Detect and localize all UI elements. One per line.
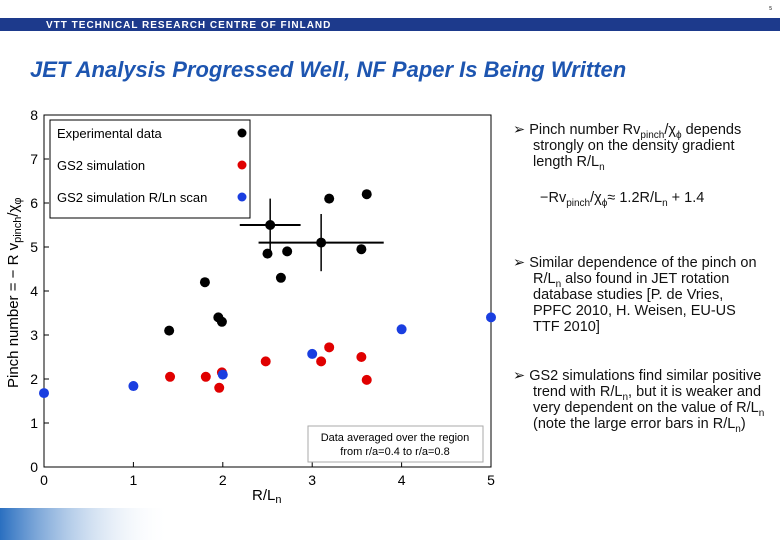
y-tick-label: 2 (30, 371, 38, 387)
data-point (164, 325, 175, 336)
text-part: + 1.4 (667, 190, 705, 206)
x-tick-label: 0 (40, 472, 48, 488)
bullet: ➢ GS2 simulations find similar positive … (513, 368, 765, 435)
text-part: also found in JET rotation database stud… (533, 271, 736, 335)
legend-marker (237, 128, 247, 138)
y-tick-label: 5 (30, 239, 38, 255)
legend-label: Experimental data (57, 126, 163, 141)
x-tick-label: 3 (308, 472, 316, 488)
data-point (307, 348, 318, 359)
data-point (260, 356, 271, 367)
subscript: n (662, 197, 668, 209)
text-part: ≈ 1.2R/L (607, 190, 663, 206)
text-part: /χ (664, 122, 676, 138)
subscript: n (622, 391, 629, 403)
data-point (396, 324, 407, 335)
subscript: φ (12, 197, 24, 204)
x-tick-label: 1 (130, 472, 138, 488)
text-part: Pinch number = − R v (5, 242, 22, 388)
data-point (216, 316, 227, 327)
text-part: depends strongly on the density gradient… (533, 122, 742, 170)
x-tick-label: 4 (398, 472, 406, 488)
x-tick-label: 5 (487, 472, 495, 488)
subscript: n (758, 407, 765, 419)
data-point (217, 369, 228, 380)
plot: 0 1 2 3 4 5 0 1 2 3 4 5 6 7 8 R/Ln Pinch number = − R vp… (5, 107, 496, 506)
subscript: pinch (12, 217, 24, 243)
subscript: ϕ (675, 129, 682, 141)
y-tick-label: 8 (30, 107, 38, 123)
annotation: Data averaged over the region (321, 432, 470, 444)
page-number: 5 (769, 6, 772, 12)
legend-marker (237, 160, 247, 170)
data-point (199, 277, 210, 288)
data-point (361, 374, 372, 385)
data-point (214, 382, 225, 393)
subscript: n (275, 494, 281, 506)
data-point (486, 312, 496, 323)
data-point (265, 220, 276, 230)
legend-box (49, 119, 251, 219)
data-point (361, 189, 372, 200)
y-tick-label: 3 (30, 327, 38, 343)
x-tick-label: 2 (219, 472, 227, 488)
subscript: n (735, 423, 741, 435)
data-point (324, 342, 335, 353)
data-point (324, 193, 335, 204)
data-point (262, 248, 273, 259)
text-part: −Rv (540, 190, 567, 206)
subscript: n (599, 161, 605, 173)
y-tick-label: 7 (30, 151, 38, 167)
footer-decoration (0, 508, 170, 540)
y-tick-label: 6 (30, 195, 38, 211)
text-part: /χ (590, 190, 602, 206)
data-point (282, 246, 293, 257)
legend-label: GS2 simulation R/Ln scan (57, 190, 207, 205)
text-part: Pinch number Rv (529, 122, 641, 138)
bullet: ➢ Similar dependence of the pinch on R/L… (513, 255, 757, 335)
annotation-box (307, 425, 484, 463)
x-axis-label: R/Ln (252, 487, 281, 506)
slide-title: JET Analysis Progressed Well, NF Paper I… (30, 57, 626, 82)
data-point (39, 388, 49, 399)
legend-marker (237, 192, 247, 202)
formula: −Rvpinch/χϕ≈ 1.2R/Ln + 1.4 (540, 190, 705, 209)
text-part: GS2 simulations find similar positive tr… (529, 368, 762, 400)
text-part: R/L (252, 487, 275, 504)
text-part: , but it is weaker and very dependent on… (533, 384, 762, 416)
header-bar (0, 18, 780, 31)
text-part: Similar dependence of the pinch on R/L (529, 255, 757, 287)
y-axis-label: Pinch number = − R vpinch/χφ (5, 197, 24, 388)
annotation: from r/a=0.4 to r/a=0.8 (340, 446, 449, 458)
y-tick-label: 0 (30, 459, 38, 475)
y-tick-label: 1 (30, 415, 38, 431)
subscript: ϕ (601, 197, 608, 209)
data-point (200, 371, 211, 382)
subscript: n (555, 278, 562, 290)
data-point (165, 371, 176, 382)
bullet: ➢ Pinch number Rvpinch/χϕ depends strong… (513, 122, 742, 173)
text-part: (note the large error bars in R/L (533, 416, 736, 432)
data-point (316, 356, 327, 367)
subscript: pinch (566, 197, 591, 209)
y-tick-label: 4 (30, 283, 38, 299)
organization: VTT TECHNICAL RESEARCH CENTRE OF FINLAND (46, 20, 331, 31)
data-point (356, 244, 367, 255)
data-point (275, 272, 286, 283)
text-part: ) (740, 416, 746, 432)
data-point (356, 352, 367, 362)
data-point (316, 237, 327, 248)
data-point (128, 381, 139, 392)
text-part: /χ (5, 204, 22, 216)
subscript: pinch (640, 129, 665, 141)
legend-label: GS2 simulation (57, 158, 145, 173)
